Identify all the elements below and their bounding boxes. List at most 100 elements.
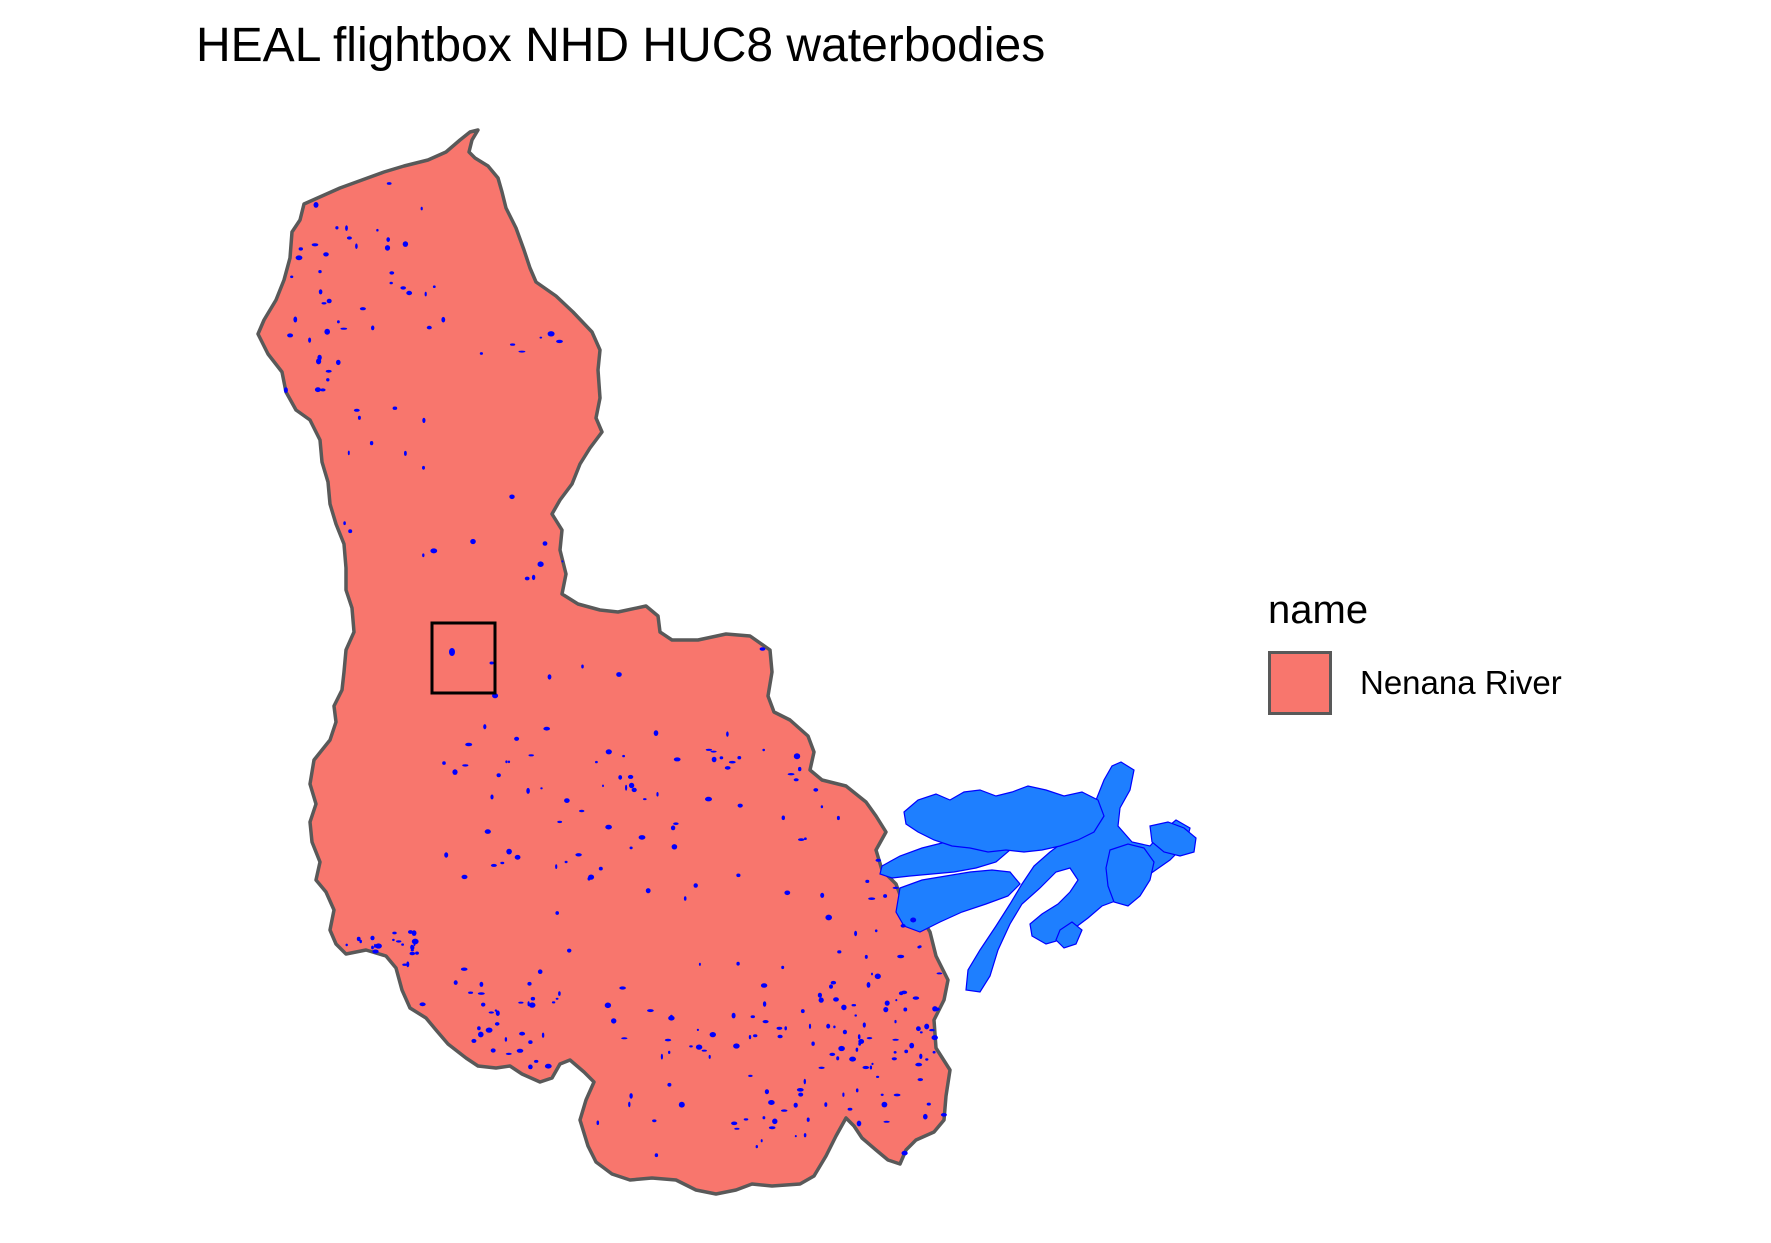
pond <box>705 796 712 802</box>
pond <box>410 949 414 952</box>
pond <box>283 387 288 393</box>
pond <box>894 1019 897 1024</box>
pond <box>298 247 303 251</box>
pond <box>893 1093 901 1097</box>
pond <box>664 1038 672 1042</box>
pond <box>605 749 612 755</box>
pond <box>917 1078 923 1082</box>
pond <box>320 388 326 392</box>
pond <box>628 1101 631 1108</box>
pond <box>519 1031 526 1036</box>
pond <box>526 787 530 794</box>
pond <box>616 672 622 677</box>
pond <box>471 1038 477 1043</box>
pond <box>534 1059 539 1063</box>
pond <box>874 973 881 980</box>
pond <box>689 1045 693 1048</box>
pond <box>803 1133 807 1138</box>
pond <box>724 766 731 770</box>
pond <box>376 228 379 232</box>
pond <box>396 940 402 943</box>
pond <box>564 860 568 864</box>
pond <box>748 1035 752 1040</box>
pond <box>811 1041 815 1046</box>
pond <box>898 991 904 996</box>
pond <box>495 1010 500 1016</box>
pond <box>777 1034 783 1039</box>
pond <box>287 333 294 338</box>
pond <box>461 874 468 880</box>
pond <box>540 787 543 790</box>
pond <box>489 661 494 665</box>
pond <box>318 289 323 295</box>
pond <box>829 984 833 989</box>
pond <box>794 1135 797 1138</box>
pond <box>803 1078 806 1085</box>
pond <box>621 1037 628 1040</box>
pond <box>826 1023 831 1029</box>
pond <box>776 1026 783 1030</box>
pond <box>743 1118 749 1121</box>
pond <box>494 1022 500 1026</box>
pond <box>874 929 878 933</box>
pond <box>869 1065 873 1070</box>
pond <box>462 764 469 767</box>
pond <box>384 245 391 251</box>
pond <box>524 576 530 581</box>
pond <box>564 798 570 803</box>
pond <box>346 236 352 240</box>
pond <box>673 757 681 762</box>
pond <box>386 182 392 185</box>
pond <box>547 674 552 680</box>
pond <box>488 1011 494 1014</box>
pond <box>734 1127 740 1130</box>
pond <box>772 1118 778 1125</box>
pond <box>940 1113 947 1117</box>
pond <box>678 1101 685 1108</box>
pond <box>830 980 837 985</box>
pond <box>693 883 698 888</box>
pond <box>422 553 425 558</box>
pond <box>528 1064 533 1070</box>
pond <box>701 1049 707 1052</box>
pond <box>710 750 717 753</box>
pond <box>762 1001 767 1007</box>
pond <box>711 756 717 763</box>
pond <box>290 275 294 279</box>
flightbox-pond <box>449 648 455 656</box>
pond <box>317 354 322 361</box>
pond <box>411 930 417 936</box>
pond <box>876 1075 880 1078</box>
pond <box>371 945 374 950</box>
pond <box>544 1063 552 1069</box>
pond <box>598 866 603 871</box>
pond <box>841 1004 847 1011</box>
pond <box>897 954 905 959</box>
pond <box>295 255 303 261</box>
pond <box>359 307 366 311</box>
pond <box>660 1053 664 1060</box>
legend-key-nenana-river <box>1268 651 1332 715</box>
pond <box>683 896 687 901</box>
pond <box>647 1009 654 1013</box>
pond <box>793 1102 798 1108</box>
pond <box>820 892 825 898</box>
pond <box>781 965 785 970</box>
pond <box>736 961 740 966</box>
pond <box>808 1023 812 1029</box>
glacier-waterbodies <box>879 761 1197 993</box>
pond <box>426 325 432 330</box>
pond <box>796 1088 804 1092</box>
pond <box>611 1018 617 1024</box>
pond <box>929 1028 935 1032</box>
legend: name Nenana River <box>1268 588 1562 715</box>
pond <box>415 951 419 955</box>
pond <box>833 1025 836 1029</box>
pond <box>402 241 409 247</box>
pond <box>490 863 497 867</box>
pond <box>753 1034 758 1038</box>
pond <box>737 803 743 808</box>
pond <box>858 1039 865 1044</box>
pond <box>479 352 483 355</box>
pond <box>392 938 395 942</box>
